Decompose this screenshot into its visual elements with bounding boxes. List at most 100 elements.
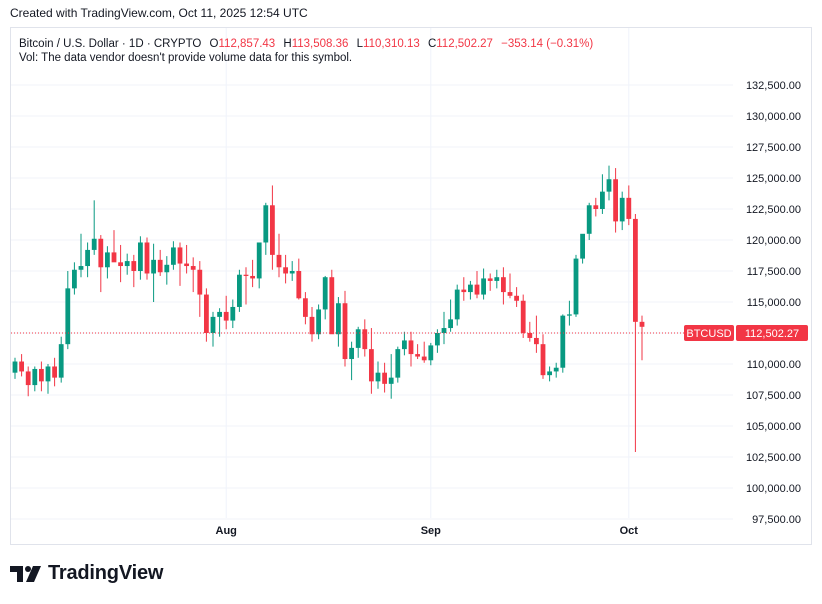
candle[interactable] — [184, 244, 189, 274]
candle[interactable] — [118, 244, 123, 283]
candle[interactable] — [157, 249, 163, 276]
candle[interactable] — [527, 321, 533, 342]
candle[interactable] — [329, 269, 335, 335]
candle[interactable] — [270, 185, 275, 270]
candle[interactable] — [322, 275, 328, 320]
ohlc-legend: Bitcoin / U.S. Dollar · 1D · CRYPTO O112… — [19, 36, 593, 52]
candle[interactable] — [626, 185, 632, 226]
candle[interactable] — [441, 311, 447, 345]
candle[interactable] — [39, 361, 44, 392]
candle[interactable] — [619, 191, 625, 231]
chart-frame[interactable]: 97,500.00 100,000.00 102,500.00 105,000.00 1… — [10, 27, 812, 545]
candle[interactable] — [171, 241, 176, 270]
candle[interactable] — [230, 299, 236, 329]
candle[interactable] — [349, 341, 354, 381]
candle[interactable] — [283, 254, 288, 284]
candle[interactable] — [481, 268, 486, 300]
candle[interactable] — [487, 273, 493, 291]
candle[interactable] — [593, 197, 599, 217]
symbol-title[interactable]: Bitcoin / U.S. Dollar · 1D · CRYPTO — [19, 38, 202, 50]
candle[interactable] — [560, 314, 566, 373]
candle[interactable] — [263, 202, 269, 255]
candle[interactable] — [461, 277, 467, 301]
candle[interactable] — [362, 319, 368, 357]
candle[interactable] — [243, 267, 249, 305]
candle[interactable] — [58, 336, 64, 383]
candle[interactable] — [534, 315, 539, 353]
candle[interactable] — [316, 304, 321, 340]
candle[interactable] — [514, 287, 519, 307]
candle[interactable] — [402, 331, 407, 356]
candle[interactable] — [573, 254, 579, 317]
candle[interactable] — [105, 246, 110, 279]
candle[interactable] — [553, 362, 559, 378]
candle[interactable] — [540, 334, 546, 379]
candle[interactable] — [408, 331, 414, 367]
candle[interactable] — [124, 253, 130, 275]
candle[interactable] — [296, 258, 302, 300]
candle[interactable] — [639, 315, 645, 361]
candle[interactable] — [355, 326, 361, 358]
candle[interactable] — [131, 254, 137, 288]
candle[interactable] — [250, 259, 255, 288]
candle[interactable] — [428, 342, 434, 366]
candle[interactable] — [276, 233, 282, 278]
candle[interactable] — [567, 300, 572, 326]
candle[interactable] — [111, 230, 117, 263]
candle[interactable] — [177, 242, 183, 286]
candle[interactable] — [382, 362, 387, 393]
candle[interactable] — [256, 242, 262, 289]
candle[interactable] — [375, 361, 381, 389]
candle[interactable] — [388, 354, 394, 399]
candle[interactable] — [217, 308, 222, 337]
candle[interactable] — [342, 290, 348, 367]
candle[interactable] — [85, 242, 90, 278]
candle[interactable] — [520, 294, 526, 338]
candle[interactable] — [32, 366, 38, 392]
candle[interactable] — [336, 297, 341, 347]
candle[interactable] — [580, 233, 585, 264]
candle[interactable] — [65, 271, 71, 350]
candle[interactable] — [309, 306, 315, 342]
candle[interactable] — [138, 236, 143, 280]
candle-body — [184, 263, 189, 267]
candle[interactable] — [210, 311, 216, 347]
candle[interactable] — [501, 267, 506, 305]
candle[interactable] — [144, 237, 150, 280]
candle[interactable] — [25, 366, 31, 397]
candle[interactable] — [45, 364, 51, 394]
candle[interactable] — [78, 233, 84, 278]
candle[interactable] — [600, 174, 605, 214]
candle[interactable] — [494, 269, 500, 289]
candle[interactable] — [303, 292, 308, 325]
candle[interactable] — [223, 295, 229, 330]
candle[interactable] — [454, 284, 460, 326]
candle[interactable] — [468, 280, 473, 300]
candlestick-chart[interactable]: 97,500.00 100,000.00 102,500.00 105,000.00 1… — [11, 28, 812, 545]
tradingview-logo[interactable]: TradingView — [10, 562, 163, 585]
candle[interactable] — [164, 256, 170, 285]
candle[interactable] — [289, 261, 295, 281]
candle[interactable] — [586, 202, 592, 240]
candle[interactable] — [507, 273, 513, 299]
candle[interactable] — [151, 243, 156, 302]
candle[interactable] — [421, 341, 427, 363]
candle[interactable] — [606, 165, 612, 201]
candle[interactable] — [237, 269, 242, 312]
candle[interactable] — [19, 354, 24, 377]
candle[interactable] — [72, 262, 77, 295]
candle[interactable] — [190, 257, 196, 293]
candle[interactable] — [91, 200, 97, 255]
candle[interactable] — [415, 344, 420, 360]
candle[interactable] — [474, 271, 480, 299]
candle[interactable] — [395, 346, 401, 383]
candle[interactable] — [369, 328, 374, 394]
candle[interactable] — [98, 235, 104, 293]
candle[interactable] — [197, 261, 203, 317]
candle[interactable] — [52, 357, 57, 387]
candle[interactable] — [204, 288, 209, 342]
candle[interactable] — [547, 366, 552, 382]
candle[interactable] — [12, 357, 18, 379]
candle[interactable] — [448, 299, 453, 332]
candle[interactable] — [613, 168, 618, 233]
